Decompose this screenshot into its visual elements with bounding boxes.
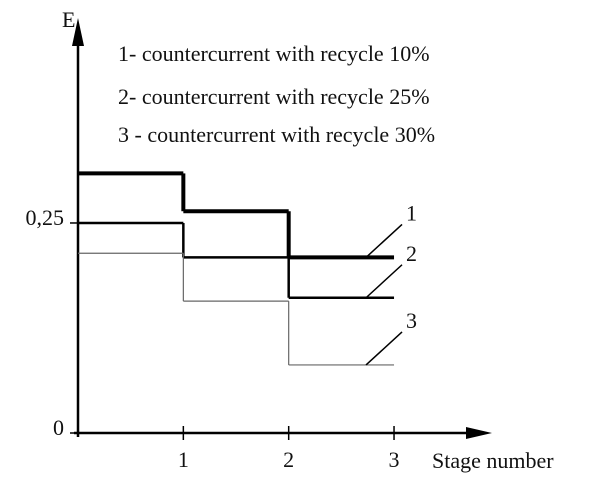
series-label: 3 bbox=[406, 308, 417, 333]
leader-line bbox=[365, 264, 403, 299]
y-tick-label: 0,25 bbox=[26, 205, 65, 230]
x-axis-arrow bbox=[466, 427, 492, 439]
legend-text: 1- countercurrent with recycle 10% bbox=[118, 41, 430, 66]
series-label: 1 bbox=[406, 200, 417, 225]
x-axis-label: Stage number bbox=[432, 448, 554, 473]
x-tick-label: 2 bbox=[283, 447, 294, 472]
y-tick-label: 0 bbox=[53, 415, 64, 440]
legend-text: 3 - countercurrent with recycle 30% bbox=[118, 122, 435, 147]
x-tick-label: 1 bbox=[178, 447, 189, 472]
legend-text: 2- countercurrent with recycle 25% bbox=[118, 84, 430, 109]
y-axis-arrow bbox=[72, 18, 84, 46]
series-label: 2 bbox=[406, 241, 417, 266]
leader-line bbox=[365, 331, 403, 366]
y-axis-label: E bbox=[62, 7, 75, 32]
x-tick-label: 3 bbox=[389, 447, 400, 472]
leader-line bbox=[365, 223, 403, 258]
